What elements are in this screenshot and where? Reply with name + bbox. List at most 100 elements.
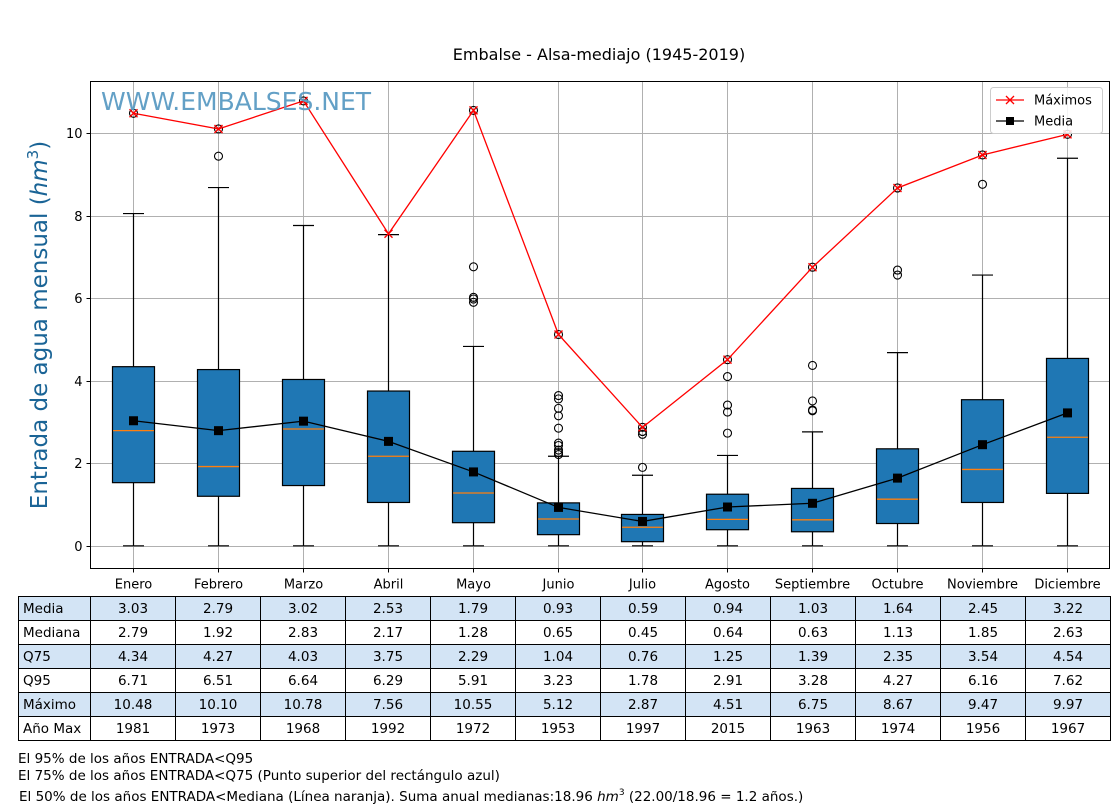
outlier-point: [468, 262, 479, 272]
chart: Embalse - Alsa-mediajo (1945-2019) 0 2 4 6 8…: [24, 45, 1110, 593]
maximos-point: [554, 329, 563, 339]
outlier-point: [977, 150, 988, 160]
table-cell: 1953: [515, 716, 601, 741]
x-tick-label: Mayo: [456, 578, 491, 593]
table-cell: 2.79: [175, 596, 261, 621]
x-tick-label: Septiembre: [775, 578, 850, 593]
table-row: Año Max 1981 1973 1968 1992 1972 1953 1997 2015 1…: [18, 716, 1111, 741]
outlier-point: [468, 105, 479, 115]
outlier-point: [553, 411, 564, 421]
table-cell: 7.56: [345, 692, 431, 717]
boxplot-agosto: [705, 355, 750, 547]
table-cell: 7.62: [1025, 668, 1111, 693]
outlier-point: [807, 396, 818, 406]
media-point: [384, 436, 393, 446]
table-row: Q95 6.71 6.51 6.64 6.29 5.91 3.23 1.78 2.91 3.28 4…: [18, 668, 1111, 693]
table-cell: 3.02: [260, 596, 346, 621]
outlier-point: [553, 391, 564, 401]
table-cell: 0.65: [515, 620, 601, 645]
table-cell: 0.63: [770, 620, 856, 645]
footnote-median: El 50% de los años ENTRADA<Mediana (Líne…: [19, 788, 804, 806]
box-iqr: [196, 368, 241, 497]
footnote-q75: El 75% de los años ENTRADA<Q75 (Punto su…: [18, 768, 500, 784]
outlier-point: [892, 270, 903, 280]
table-cell: 1.25: [685, 644, 771, 669]
table-cell: 3.23: [515, 668, 601, 693]
table-row: Q75 4.34 4.27 4.03 3.75 2.29 1.04 0.76 1.25 1.39 2…: [18, 644, 1111, 669]
table-cell: 1963: [770, 716, 856, 741]
outlier-point: [553, 329, 564, 340]
maximos-point: [978, 150, 987, 160]
x-tick-label: Noviembre: [947, 578, 1018, 593]
boxplot-febrero: [196, 124, 241, 547]
footnote-median-exp: 3: [618, 788, 625, 798]
media-point: [214, 426, 223, 436]
legend-maximos-x-icon: [1005, 95, 1015, 105]
outlier-point: [807, 360, 818, 370]
media-point: [893, 473, 902, 483]
outlier-point: [553, 438, 564, 448]
table-cell: 2.29: [430, 644, 516, 669]
table-cell: 1967: [1025, 716, 1111, 741]
table-cell: 8.67: [855, 692, 941, 717]
table-cell: 6.29: [345, 668, 431, 693]
media-point: [299, 416, 308, 426]
media-point: [723, 502, 732, 512]
x-tick-label: Febrero: [194, 578, 243, 593]
y-axis-label: Entrada de agua mensual (hm3): [24, 141, 53, 509]
table-cell: 5.12: [515, 692, 601, 717]
table-cell: 10.10: [175, 692, 261, 717]
table-row-label: Q75: [18, 644, 91, 669]
table-cell: 3.75: [345, 644, 431, 669]
box-iqr: [705, 493, 750, 531]
table-cell: 1.92: [175, 620, 261, 645]
table-cell: 4.27: [175, 644, 261, 669]
table-cell: 4.54: [1025, 644, 1111, 669]
media-line: [133, 412, 1068, 523]
outlier-point: [637, 429, 648, 439]
table-cell: 9.97: [1025, 692, 1111, 717]
table-cell: 1981: [90, 716, 176, 741]
y-tick-label: 4: [74, 375, 82, 390]
legend-box: [990, 87, 1103, 134]
table-cell: 1974: [855, 716, 941, 741]
table-cell: 4.03: [260, 644, 346, 669]
table-cell: 1972: [430, 716, 516, 741]
table-cell: 6.71: [90, 668, 176, 693]
table-cell: 1.85: [940, 620, 1026, 645]
table-cell: 1.78: [600, 668, 686, 693]
maximos-point: [384, 229, 393, 239]
media-point: [554, 502, 563, 512]
y-axis: 0 2 4 6 8 10: [66, 127, 91, 555]
table-cell: 1.39: [770, 644, 856, 669]
table-cell: 1997: [600, 716, 686, 741]
table-cell: 0.76: [600, 644, 686, 669]
maximos-point: [214, 124, 223, 134]
legend-media-label: Media: [1034, 115, 1073, 130]
maximos-point: [469, 105, 478, 115]
media-point: [469, 467, 478, 477]
table-cell: 10.55: [430, 692, 516, 717]
y-axis-label-exp: 3: [24, 150, 42, 160]
x-tick-label: Octubre: [871, 578, 923, 593]
x-tick-label: Enero: [115, 578, 153, 593]
table-cell: 0.59: [600, 596, 686, 621]
y-axis-label-main: Entrada de agua mensual (: [27, 196, 53, 509]
maximos-line: [133, 100, 1068, 429]
series-lines: [129, 96, 1072, 526]
table-cell: 10.48: [90, 692, 176, 717]
table-cell: 1956: [940, 716, 1026, 741]
media-point: [638, 516, 647, 526]
footnote-median-suffix: (22.00/18.96 = 1.2 años.): [624, 789, 804, 805]
table-row-label: Q95: [18, 668, 91, 693]
table-row: Media 3.03 2.79 3.02 2.53 1.79 0.93 0.59 0.94 1.0…: [18, 596, 1111, 621]
maximos-point: [808, 262, 817, 272]
boxplot-diciembre: [1045, 129, 1090, 547]
table-cell: 3.03: [90, 596, 176, 621]
outlier-point: [553, 447, 564, 458]
y-axis-label-unit: hm: [27, 159, 53, 196]
media-point: [1063, 408, 1072, 418]
outlier-point: [553, 423, 564, 433]
legend: Máximos Media: [990, 87, 1103, 134]
table-cell: 9.47: [940, 692, 1026, 717]
